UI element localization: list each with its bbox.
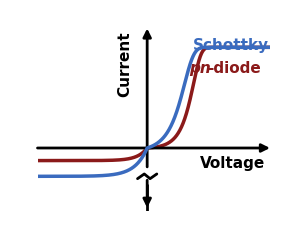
- Text: -diode: -diode: [207, 61, 261, 77]
- Text: Current: Current: [117, 32, 132, 97]
- Text: pn: pn: [189, 61, 211, 77]
- Text: Schottky: Schottky: [193, 38, 269, 53]
- Text: Voltage: Voltage: [200, 156, 266, 171]
